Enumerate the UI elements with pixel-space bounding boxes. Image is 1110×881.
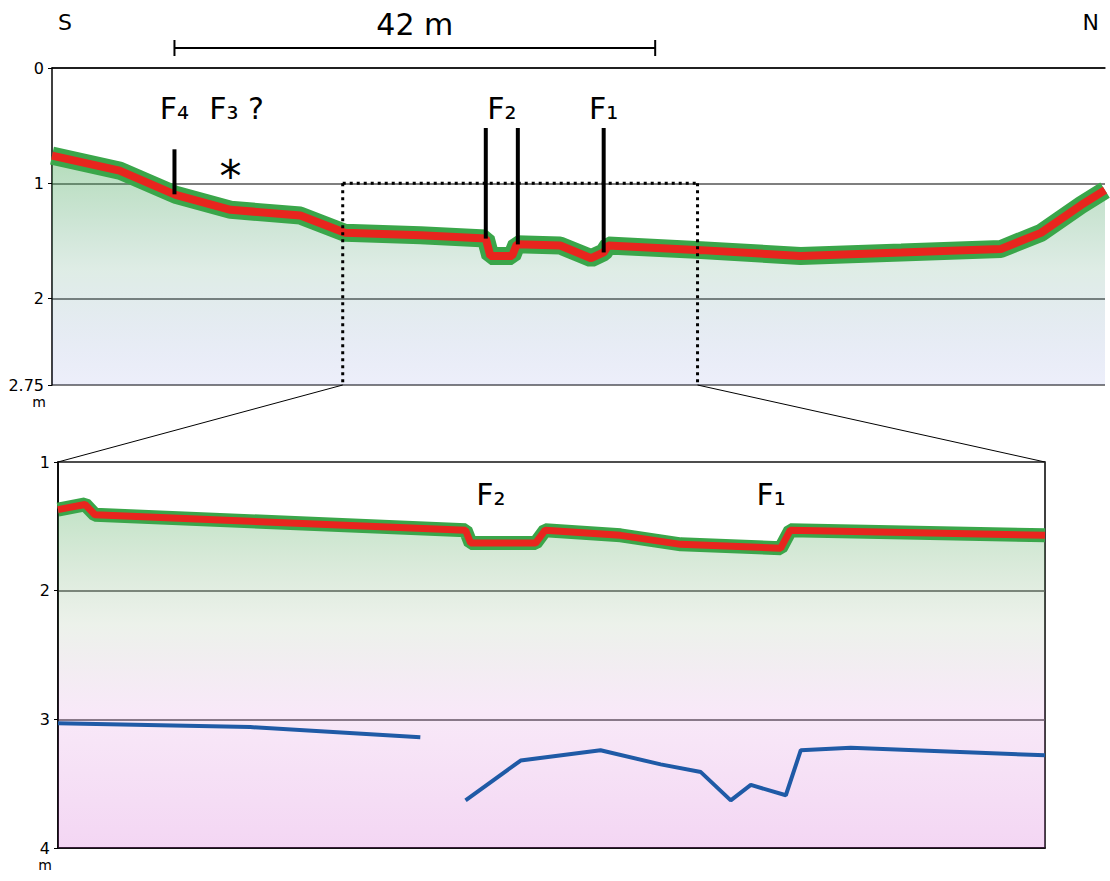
svg-text:3: 3	[40, 710, 50, 729]
svg-text:F₃ ?: F₃ ?	[209, 91, 264, 126]
svg-text:1: 1	[34, 174, 44, 193]
svg-text:N: N	[1083, 10, 1099, 35]
svg-text:F₁: F₁	[589, 91, 618, 126]
svg-text:2: 2	[40, 581, 50, 600]
svg-text:*: *	[220, 151, 242, 202]
svg-text:0: 0	[34, 59, 44, 78]
svg-text:F₄: F₄	[160, 91, 189, 126]
svg-text:42 m: 42 m	[376, 7, 453, 42]
svg-text:1: 1	[40, 453, 50, 472]
svg-text:m: m	[32, 394, 46, 410]
svg-text:2.75: 2.75	[8, 376, 44, 395]
svg-text:m: m	[38, 857, 52, 873]
svg-text:F₁: F₁	[757, 477, 786, 512]
svg-text:2: 2	[34, 289, 44, 308]
svg-text:S: S	[58, 10, 72, 35]
svg-text:F₂: F₂	[476, 477, 505, 512]
svg-text:4: 4	[40, 839, 50, 858]
svg-text:F₂: F₂	[487, 91, 516, 126]
